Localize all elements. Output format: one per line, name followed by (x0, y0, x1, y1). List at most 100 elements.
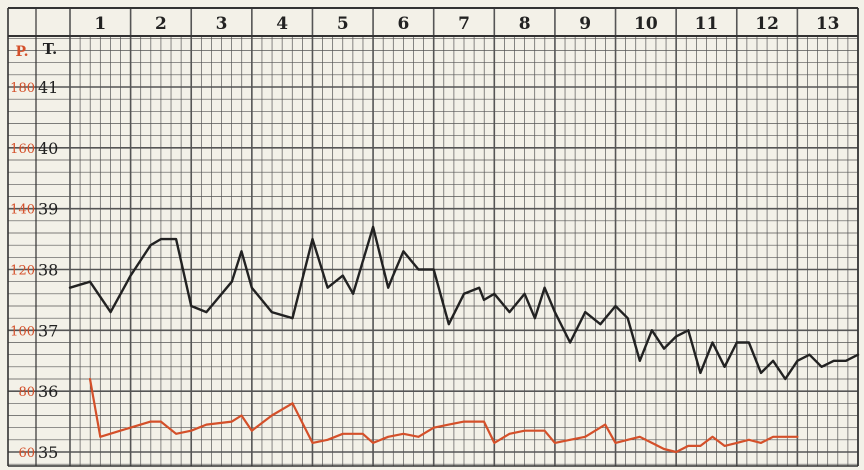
pulse-data-point (638, 435, 641, 438)
temperature-data-point (447, 323, 450, 326)
temperature-data-point (614, 305, 617, 307)
temperature-data-point (160, 238, 162, 240)
temperature-data-point (387, 286, 390, 289)
temperature-data-point (651, 329, 653, 332)
temperature-data-point (784, 378, 787, 380)
x-tick-label: 5 (337, 14, 349, 34)
temperature-data-point (675, 335, 678, 338)
pulse-data-point (175, 432, 177, 435)
temperature-series-line (68, 225, 860, 381)
pulse-data-point (554, 441, 556, 444)
pulse-data-point (483, 420, 485, 423)
temperature-data-point (569, 341, 571, 344)
pulse-data-point (149, 420, 152, 423)
temperature-data-point (432, 268, 435, 271)
temperature-data-point (554, 311, 556, 313)
pulse-data-point (372, 441, 374, 444)
temperature-tick-label: 36 (38, 382, 58, 401)
temperature-data-point (205, 311, 208, 313)
temperature-data-point (857, 353, 859, 356)
pulse-data-point (361, 432, 364, 435)
temperature-data-point (723, 365, 726, 368)
pulse-tick-label: 100 (10, 324, 35, 339)
pulse-data-point (626, 438, 629, 441)
temperature-data-point (543, 286, 546, 289)
pulse-data-point (250, 429, 253, 432)
temperature-data-point (326, 286, 329, 289)
pulse-data-point (89, 378, 91, 380)
x-tick-label: 12 (755, 14, 779, 34)
x-tick-label: 6 (397, 14, 409, 34)
pulse-data-point (205, 423, 208, 426)
pulse-data-point (190, 429, 193, 432)
temperature-data-point (699, 372, 702, 374)
temperature-data-point (190, 305, 193, 307)
temperature-data-point (69, 286, 71, 289)
pulse-data-point (699, 445, 702, 447)
temperature-tick-label: 39 (38, 200, 58, 219)
chart-series (68, 225, 860, 454)
temperature-data-point (392, 274, 394, 277)
temperature-axis-header: T. (43, 40, 57, 58)
temperature-data-point (270, 311, 273, 313)
temperature-data-point (352, 292, 354, 295)
x-tick-label: 2 (155, 14, 167, 34)
pulse-data-point (651, 441, 653, 444)
pulse-data-point (760, 441, 762, 444)
temperature-data-point (808, 353, 811, 356)
temperature-data-point (483, 299, 485, 301)
temperature-tick-label: 35 (38, 443, 58, 462)
pulse-tick-label: 120 (10, 264, 35, 279)
temperature-data-point (747, 341, 750, 344)
temperature-data-point (129, 274, 132, 277)
temperature-data-point (735, 341, 738, 344)
pulse-data-point (569, 438, 571, 441)
pulse-data-point (796, 435, 799, 438)
temperature-data-point (772, 359, 775, 362)
x-tick-label: 13 (816, 14, 840, 34)
temperature-data-point (760, 372, 762, 374)
pulse-data-point (772, 435, 775, 438)
pulse-data-point (447, 423, 450, 426)
pulse-data-point (523, 429, 526, 432)
pulse-data-point (508, 432, 511, 435)
temperature-data-point (149, 244, 152, 247)
pulse-tick-label: 60 (18, 446, 35, 461)
temperature-data-point (626, 317, 629, 320)
pulse-data-point (230, 420, 233, 423)
pulse-data-point (604, 423, 607, 426)
pulse-data-point (584, 435, 587, 438)
temperature-data-point (493, 292, 496, 295)
x-tick-label: 11 (695, 14, 719, 34)
temperature-data-point (291, 317, 294, 320)
pulse-data-point (711, 435, 714, 438)
temperature-tick-label: 40 (38, 139, 58, 158)
pulse-data-point (417, 435, 420, 438)
pulse-tick-label: 80 (18, 385, 35, 400)
temperature-data-point (820, 365, 823, 368)
temperature-data-point (417, 268, 420, 271)
temperature-data-point (711, 341, 714, 344)
pulse-data-point (784, 435, 787, 438)
pulse-data-point (402, 432, 405, 435)
pulse-data-point (311, 441, 314, 444)
x-tick-label: 9 (579, 14, 591, 34)
pulse-data-point (341, 432, 344, 435)
pulse-data-point (119, 429, 122, 432)
temperature-data-point (463, 292, 465, 295)
temperature-data-point (796, 359, 799, 362)
pulse-data-point (387, 435, 390, 438)
temperature-data-point (584, 311, 587, 313)
temperature-data-point (844, 359, 847, 362)
pulse-data-point (675, 451, 678, 453)
pulse-axis-header: P. (15, 44, 28, 60)
pulse-data-point (723, 445, 726, 447)
x-tick-label: 3 (216, 14, 228, 34)
temperature-data-point (240, 250, 243, 253)
x-tick-label: 7 (458, 14, 470, 34)
temperature-data-point (109, 311, 112, 313)
pulse-data-point (614, 441, 617, 444)
